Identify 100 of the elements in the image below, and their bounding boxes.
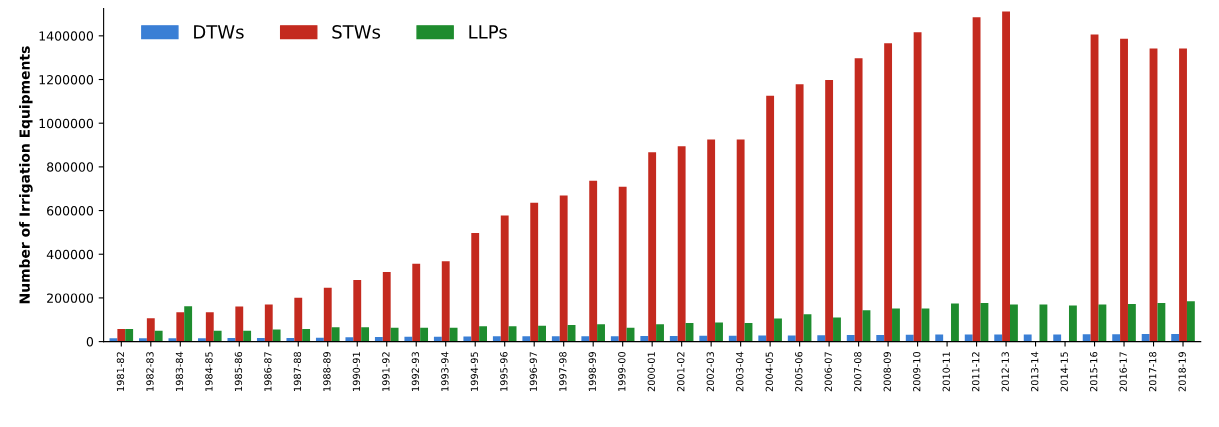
x-tick-label: 1982-83 — [146, 352, 154, 391]
x-tick-label: 1987-88 — [293, 351, 302, 391]
bar — [1002, 11, 1010, 342]
bar — [492, 336, 501, 342]
bar — [905, 334, 914, 342]
x-tick-label: 2013-14 — [1031, 351, 1039, 392]
x-tick-label: 1994-95 — [470, 352, 479, 391]
y-tick-label: 800000 — [47, 162, 94, 172]
bar — [382, 271, 391, 342]
bar — [235, 306, 244, 342]
bar — [1186, 301, 1195, 342]
bar — [353, 280, 362, 342]
bar — [500, 215, 509, 342]
bar — [1157, 302, 1166, 342]
bar — [345, 337, 354, 342]
x-tick-label: 1991-92 — [382, 352, 390, 391]
x-tick-label: 2010-11 — [942, 352, 950, 392]
bar — [825, 79, 834, 342]
legend-label: LLPs — [469, 25, 507, 39]
bar — [618, 186, 627, 342]
y-axis-title: Number of Irrigation Equipments — [19, 46, 33, 304]
bar — [736, 139, 745, 342]
x-tick-label: 2017-18 — [1148, 351, 1157, 392]
bar — [1141, 333, 1150, 342]
x-tick-label: 2012-13 — [1001, 352, 1009, 392]
y-tick-label: 1000000 — [39, 118, 94, 129]
bar — [449, 327, 458, 342]
x-tick-label: 1986-87 — [264, 352, 272, 391]
x-tick-label: 2007-08 — [854, 351, 862, 392]
x-tick-label: 1998-99 — [588, 352, 596, 391]
bar — [597, 324, 605, 342]
x-tick-label: 2006-07 — [824, 352, 832, 392]
bar — [323, 287, 332, 342]
bar — [854, 58, 863, 342]
y-tick-label: 400000 — [46, 249, 94, 260]
legend-label: STWs — [332, 25, 381, 39]
y-tick-label: 600000 — [47, 206, 94, 216]
bar — [184, 306, 193, 342]
x-tick-label: 2005-06 — [795, 351, 803, 392]
x-tick-label: 1983-84 — [175, 351, 184, 391]
x-tick-label: 2016-17 — [1119, 352, 1127, 392]
bar — [361, 327, 370, 342]
x-tick-label: 2011-12 — [972, 352, 980, 392]
x-tick-label: 1988-89 — [323, 352, 331, 391]
y-tick-label: 1200000 — [39, 74, 94, 85]
bar — [648, 152, 657, 342]
bar — [817, 335, 826, 342]
bar — [581, 336, 590, 342]
x-tick-label: 2018-19 — [1178, 352, 1186, 392]
bar — [876, 335, 885, 342]
bar — [168, 338, 177, 342]
bar — [1068, 305, 1077, 342]
bar — [530, 202, 539, 342]
bar — [787, 335, 796, 342]
bar — [117, 328, 126, 342]
bar — [766, 95, 775, 342]
x-tick-label: 1985-86 — [234, 351, 243, 391]
bar — [707, 139, 716, 342]
bar — [913, 32, 922, 342]
bar — [264, 304, 273, 342]
bar — [1112, 334, 1121, 342]
bar — [833, 317, 841, 342]
bar — [610, 336, 619, 342]
bar — [538, 325, 546, 342]
x-tick-label: 1997-98 — [559, 351, 567, 391]
legend-label: DTWs — [194, 25, 244, 39]
x-tick-label: 1996-97 — [529, 352, 538, 391]
bar — [677, 146, 686, 342]
bar — [1127, 304, 1136, 342]
bar — [205, 312, 214, 342]
bar — [146, 318, 155, 342]
bar — [213, 330, 222, 342]
bar — [272, 329, 281, 342]
y-tick-label: 1400000 — [39, 31, 94, 41]
bar — [1053, 334, 1062, 342]
bar — [589, 180, 598, 342]
bar — [471, 233, 480, 342]
bar — [559, 195, 568, 342]
bar — [479, 326, 488, 342]
bar — [1179, 48, 1187, 342]
bar — [420, 327, 429, 342]
bar — [154, 330, 163, 342]
bar — [522, 336, 531, 342]
x-tick-label: 2000-01 — [647, 352, 655, 392]
bar — [1039, 304, 1048, 342]
bar — [243, 330, 252, 342]
bar — [331, 327, 340, 342]
bar — [197, 338, 206, 342]
bar — [125, 328, 134, 342]
x-tick-label: 2001-02 — [677, 352, 685, 392]
bar — [176, 312, 185, 342]
x-tick-label: 1995-96 — [500, 351, 508, 391]
bar — [412, 263, 421, 342]
x-tick-label: 2015-16 — [1090, 351, 1098, 392]
x-tick-label: 2009-10 — [913, 351, 921, 392]
bar — [302, 328, 311, 342]
bar — [1023, 334, 1032, 342]
x-tick-label: 2014-15 — [1060, 352, 1068, 392]
bar — [846, 335, 855, 342]
y-tick-label: 0 — [86, 337, 94, 347]
